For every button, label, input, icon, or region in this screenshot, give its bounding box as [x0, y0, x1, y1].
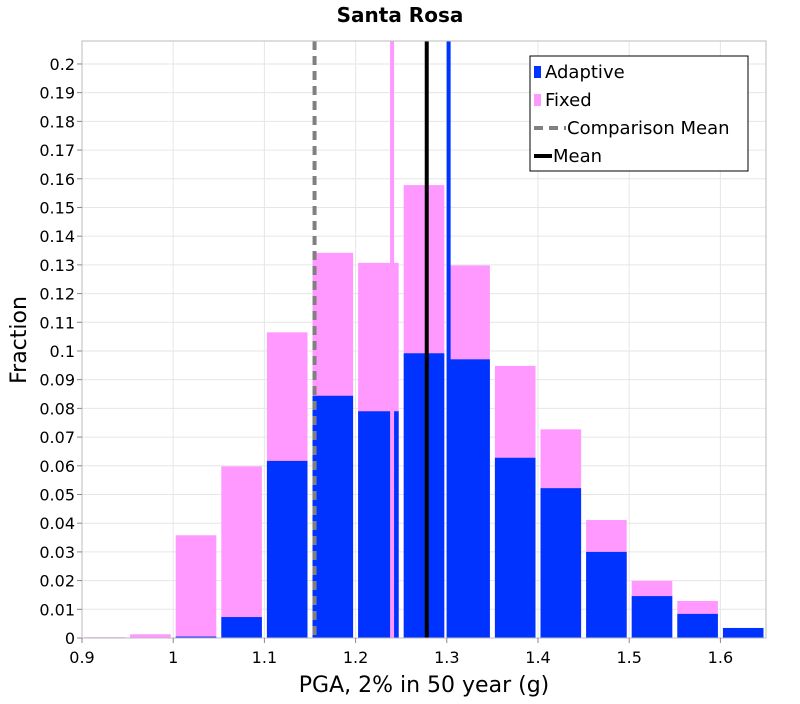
y-tick-label: 0.11: [39, 313, 75, 332]
adaptive-bar: [722, 627, 764, 638]
mean-lines: [312, 41, 451, 638]
chart-title: Santa Rosa: [337, 3, 464, 27]
y-tick-label: 0.16: [39, 170, 75, 189]
y-tick-label: 0.12: [39, 285, 75, 304]
x-tick-label: 1.2: [343, 648, 368, 667]
adaptive-bar: [449, 359, 490, 638]
x-axis-title: PGA, 2% in 50 year (g): [299, 673, 550, 698]
y-tick-label: 0.04: [39, 514, 75, 533]
y-tick-label: 0.06: [39, 457, 75, 476]
adaptive-bar: [221, 617, 262, 638]
x-tick-label: 1.3: [434, 648, 459, 667]
adaptive-bar: [312, 395, 354, 638]
x-tick-label: 1.6: [708, 648, 733, 667]
y-tick-label: 0: [65, 629, 75, 648]
legend-label-comparison-mean: Comparison Mean: [567, 118, 730, 139]
x-axis: 0.9 1 1.1 1.2 1.3 1.4 1.5 1.6: [69, 638, 733, 667]
y-tick-label: 0.09: [39, 371, 75, 390]
y-axis-title: Fraction: [7, 296, 32, 384]
adaptive-bar: [586, 551, 627, 638]
adaptive-bar: [266, 460, 308, 638]
adaptive-bar: [631, 596, 673, 638]
y-tick-label: 0.18: [39, 112, 75, 131]
fixed-bar: [130, 634, 171, 638]
legend-box: [529, 55, 749, 172]
x-tick-label: 1.1: [252, 648, 277, 667]
x-tick-label: 0.9: [69, 648, 94, 667]
y-tick-label: 0.01: [39, 600, 75, 619]
y-tick-label: 0.1: [50, 342, 75, 361]
legend-label-fixed: Fixed: [545, 90, 592, 111]
legend-swatch-fixed: [534, 94, 541, 106]
x-tick-label: 1.5: [616, 648, 641, 667]
y-tick-label: 0.19: [39, 84, 75, 103]
x-tick-label: 1.4: [525, 648, 550, 667]
fixed-bar: [221, 466, 262, 638]
legend-label-adaptive: Adaptive: [545, 62, 625, 83]
y-tick-label: 0.08: [39, 399, 75, 418]
legend-swatch-adaptive: [534, 66, 541, 78]
y-axis: 0 0.01 0.02 0.03 0.04 0.05 0.06 0.07 0.08 0.09 0.1…: [39, 55, 82, 648]
y-tick-label: 0.07: [39, 428, 75, 447]
adaptive-bar: [677, 613, 718, 638]
adaptive-bar: [175, 636, 217, 638]
plot-frame: [81, 40, 767, 639]
y-tick-label: 0.15: [39, 198, 75, 217]
y-tick-label: 0.13: [39, 256, 75, 275]
adaptive-bars: [175, 353, 764, 638]
y-tick-label: 0.17: [39, 141, 75, 160]
adaptive-bar: [403, 353, 445, 638]
y-tick-label: 0.03: [39, 543, 75, 562]
y-tick-label: 0.05: [39, 485, 75, 504]
adaptive-bar: [540, 488, 582, 638]
y-tick-label: 0.02: [39, 572, 75, 591]
y-tick-label: 0.2: [50, 55, 75, 74]
adaptive-bar: [494, 457, 536, 638]
legend-label-mean: Mean: [553, 146, 602, 167]
legend: Adaptive Fixed Comparison Mean Mean: [529, 55, 749, 172]
fixed-bar: [175, 535, 217, 638]
x-tick-label: 1: [168, 648, 178, 667]
y-tick-label: 0.14: [39, 227, 75, 246]
